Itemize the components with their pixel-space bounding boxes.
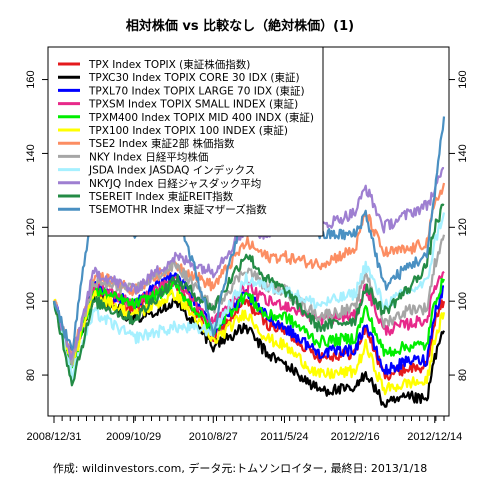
series-line bbox=[52, 270, 445, 365]
series-line bbox=[53, 289, 446, 396]
legend-box bbox=[47, 46, 324, 237]
y-axis-right: 80 100 120 140 160 bbox=[449, 70, 469, 381]
y-tick-label: 160 bbox=[25, 70, 37, 88]
legend-label: TSEREIT Index 東証REIT指数 bbox=[88, 190, 234, 203]
y-tick-label: 100 bbox=[25, 292, 37, 310]
x-tick-label: 2011/5/24 bbox=[260, 431, 308, 443]
x-tick-label: 2008/12/31 bbox=[26, 431, 81, 443]
series-line bbox=[52, 203, 445, 387]
series-line bbox=[52, 277, 446, 370]
legend-label: NKYJQ Index 日経ジャスダック平均 bbox=[89, 177, 261, 190]
series-line bbox=[53, 292, 445, 408]
x-tick-label: 2012/2/16 bbox=[331, 431, 380, 443]
chart-title: 相対株価 vs 比較なし（絶対株価）(1) bbox=[126, 18, 354, 34]
x-tick-label: 2010/8/27 bbox=[189, 431, 238, 443]
y-tick-label: 80 bbox=[457, 369, 469, 381]
legend-label: TPX100 Index TOPIX 100 INDEX (東証) bbox=[88, 124, 288, 137]
y-tick-label: 80 bbox=[25, 369, 37, 381]
x-tick-label: 2012/12/14 bbox=[407, 431, 462, 443]
x-tick-label: 2009/10/29 bbox=[106, 431, 161, 443]
chart-footer: 作成: wildinvestors.com, データ元:トムソンロイター, 最終… bbox=[53, 461, 427, 475]
legend-label: TPXC30 Index TOPIX CORE 30 IDX (東証) bbox=[88, 71, 300, 84]
y-tick-label: 120 bbox=[457, 218, 469, 236]
legend-label: TSEMOTHR Index 東証マザーズ指数 bbox=[88, 203, 267, 216]
legend-label: TPXM400 Index TOPIX MID 400 INDX (東証) bbox=[88, 111, 314, 124]
y-tick-label: 160 bbox=[457, 70, 469, 88]
x-axis: 2008/12/31 2009/10/29 2010/8/27 2011/5/24 20… bbox=[26, 416, 462, 443]
y-tick-label: 140 bbox=[25, 144, 37, 162]
legend-label: JSDA Index JASDAQ インデックス bbox=[88, 164, 255, 177]
y-axis-left: 80 100 120 140 160 bbox=[25, 70, 48, 381]
legend-label: TPXSM Index TOPIX SMALL INDEX (東証) bbox=[88, 98, 298, 111]
y-tick-label: 100 bbox=[457, 292, 469, 310]
legend-label: TSE2 Index 東証2部 株価指数 bbox=[88, 137, 235, 150]
legend: TPX Index TOPIX (東証株価指数)TPXC30 Index TOP… bbox=[47, 46, 324, 237]
series-line bbox=[52, 212, 446, 381]
y-tick-label: 120 bbox=[25, 218, 37, 236]
legend-label: TPXL70 Index TOPIX LARGE 70 IDX (東証) bbox=[88, 84, 305, 97]
y-tick-label: 140 bbox=[457, 144, 469, 162]
legend-label: NKY Index 日経平均株価 bbox=[89, 150, 208, 163]
legend-label: TPX Index TOPIX (東証株価指数) bbox=[88, 58, 250, 71]
